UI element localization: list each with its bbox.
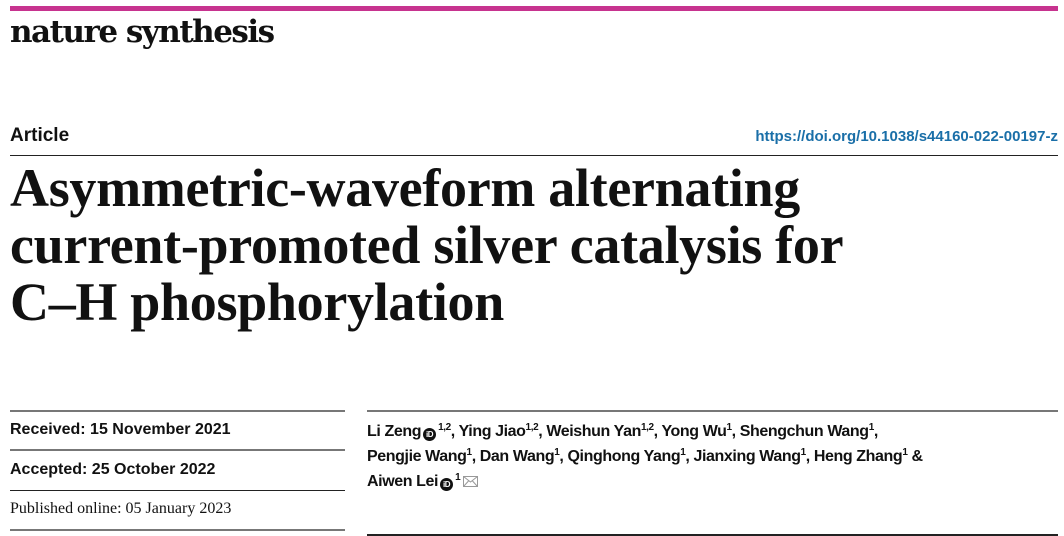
title-line: Asymmetric-waveform alternating [10, 158, 800, 218]
affiliation-marker: 1 [466, 447, 473, 458]
author[interactable]: Li Zeng iD1,2 [367, 422, 451, 441]
affiliation-marker: 1 [868, 422, 875, 433]
author-name: Dan Wang [479, 448, 555, 465]
divider [367, 410, 1058, 412]
affiliation-marker: 1,2 [640, 422, 654, 433]
doi-link[interactable]: https://doi.org/10.1038/s44160-022-00197… [755, 128, 1058, 145]
divider [367, 534, 1058, 536]
affiliation-marker: 1 [455, 472, 461, 483]
affiliation-marker: 1,2 [438, 422, 451, 433]
author[interactable]: Dan Wang1 [479, 447, 560, 466]
author[interactable]: Aiwen Lei iD1 [367, 470, 479, 491]
author[interactable]: Heng Zhang1 [813, 447, 908, 466]
journal-brand-bar [10, 6, 1058, 11]
affiliation-marker: 1 [680, 447, 686, 458]
divider [10, 155, 1058, 156]
affiliation-marker: 1 [902, 447, 908, 458]
author-name: Qinghong Yang [567, 448, 681, 465]
author-name: Li Zeng [367, 423, 422, 440]
envelope-icon[interactable] [463, 470, 479, 487]
affiliation-marker: 1 [800, 447, 807, 458]
author[interactable]: Weishun Yan1,2 [546, 422, 654, 441]
divider [10, 529, 345, 531]
author-name: Pengjie Wang [367, 448, 467, 465]
author-name: Weishun Yan [546, 423, 641, 440]
author[interactable]: Pengjie Wang1 [367, 447, 473, 466]
author[interactable]: Qinghong Yang1 [567, 447, 686, 466]
journal-logo: nature synthesis [10, 14, 275, 50]
accepted-date: Accepted: 25 October 2022 [10, 461, 216, 478]
divider [10, 410, 345, 412]
author-name: Yong Wu [661, 423, 727, 440]
author-name: Heng Zhang [813, 448, 903, 465]
author-name: Jianxing Wang [693, 448, 801, 465]
affiliation-marker: 1 [726, 422, 733, 433]
author[interactable]: Ying Jiao1,2 [458, 422, 539, 441]
article-type: Article [10, 125, 70, 146]
affiliation-marker: 1 [554, 447, 560, 458]
author-list: Li Zeng iD1,2, Ying Jiao1,2, Weishun Yan1… [367, 422, 923, 491]
title-line: C–H phosphorylation [10, 272, 504, 332]
published-date: Published online: 05 January 2023 [10, 500, 232, 517]
author-name: Shengchun Wang [739, 423, 869, 440]
author[interactable]: Jianxing Wang1 [693, 447, 807, 466]
orcid-icon[interactable]: iD [423, 428, 437, 441]
affiliation-marker: 1,2 [525, 422, 539, 433]
divider [10, 449, 345, 451]
divider [10, 490, 345, 491]
received-date: Received: 15 November 2021 [10, 421, 231, 438]
title-line: current-promoted silver catalysis for [10, 215, 844, 275]
author[interactable]: Shengchun Wang1 [739, 422, 875, 441]
author-name: Ying Jiao [458, 423, 526, 440]
article-title: Asymmetric-waveform alternating current-… [10, 160, 1050, 331]
orcid-icon[interactable]: iD [440, 478, 454, 491]
author[interactable]: Yong Wu1 [661, 422, 733, 441]
author-name: Aiwen Lei [367, 473, 439, 490]
